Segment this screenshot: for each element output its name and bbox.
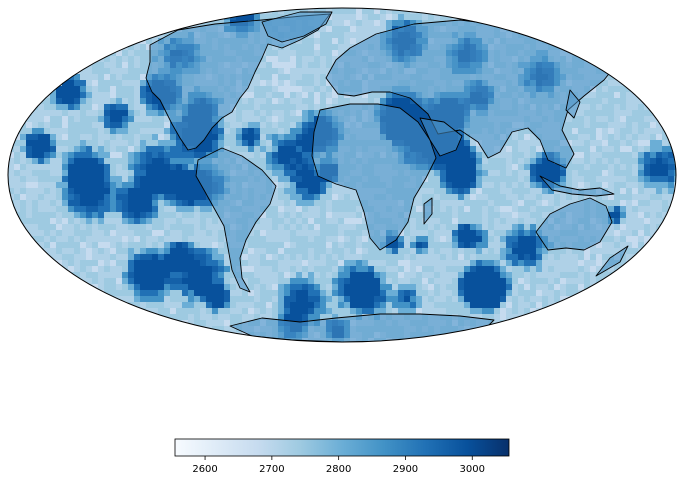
south-america <box>195 147 277 293</box>
new-zealand <box>595 245 629 277</box>
antarctica <box>229 313 495 342</box>
japan <box>565 89 581 119</box>
colorbar-tick-label: 2900 <box>393 464 418 475</box>
africa <box>311 103 437 251</box>
map-boundary <box>7 7 677 343</box>
colorbar-tick-label: 2700 <box>259 464 284 475</box>
madagascar <box>423 197 433 225</box>
arabia <box>419 117 463 157</box>
indonesia <box>539 175 615 197</box>
map <box>7 7 677 343</box>
colorbar-tick-label: 3000 <box>460 464 485 475</box>
continents <box>145 11 629 342</box>
colorbar-tick-label: 2800 <box>326 464 351 475</box>
europe-asia <box>325 19 613 169</box>
australia <box>535 197 613 251</box>
greenland <box>261 11 333 43</box>
colorbar-tick-label: 2600 <box>192 464 217 475</box>
colorbar-ticks: 2600 2700 2800 2900 3000 <box>192 456 485 475</box>
colorbar-gradient <box>174 438 510 457</box>
colorbar: 2600 2700 2800 2900 3000 <box>174 438 510 475</box>
